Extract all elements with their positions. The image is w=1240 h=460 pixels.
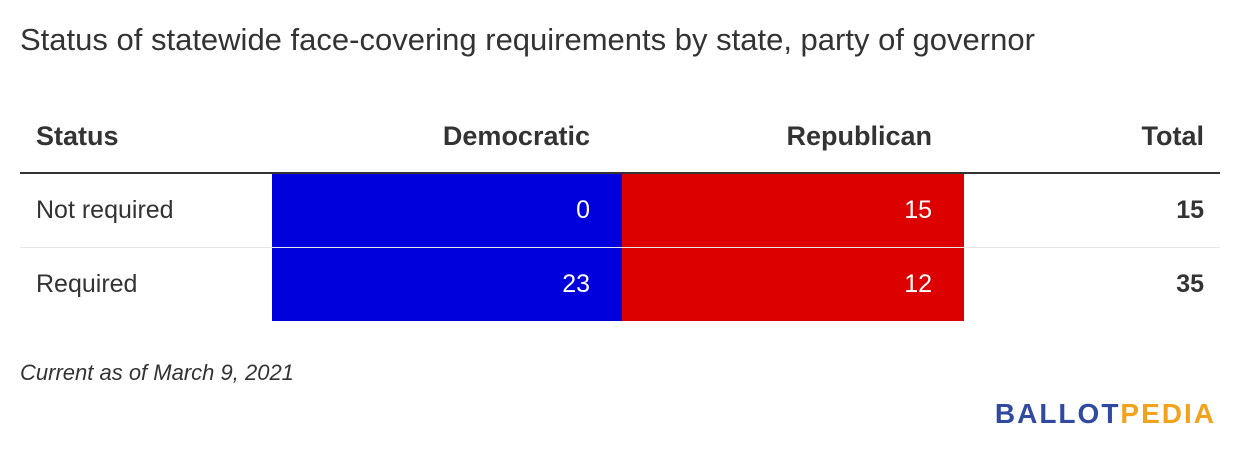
logo-part-pedia: PEDIA	[1120, 398, 1216, 429]
table-row: Not required 0 15 15	[20, 174, 1220, 248]
logo-part-ballot: BALLOT	[994, 398, 1121, 429]
cell-status: Not required	[36, 196, 174, 224]
cell-democratic: 0	[272, 174, 622, 247]
chart-title: Status of statewide face-covering requir…	[20, 22, 1035, 57]
cell-republican: 12	[622, 248, 964, 321]
footnote: Current as of March 9, 2021	[20, 360, 294, 385]
ballotpedia-logo[interactable]: BALLOTPEDIA	[995, 398, 1216, 430]
cell-republican: 15	[622, 174, 964, 247]
data-table: Status Democratic Republican Total Not r…	[20, 100, 1220, 321]
header-total: Total	[1141, 121, 1205, 151]
header-democratic: Democratic	[442, 121, 590, 151]
header-republican: Republican	[786, 121, 932, 151]
cell-total: 35	[1176, 270, 1204, 298]
header-status: Status	[36, 121, 119, 151]
cell-total: 15	[1176, 196, 1204, 224]
cell-status: Required	[36, 270, 138, 298]
table-header-row: Status Democratic Republican Total	[20, 100, 1220, 174]
cell-democratic: 23	[272, 248, 622, 321]
table-row: Required 23 12 35	[20, 248, 1220, 321]
